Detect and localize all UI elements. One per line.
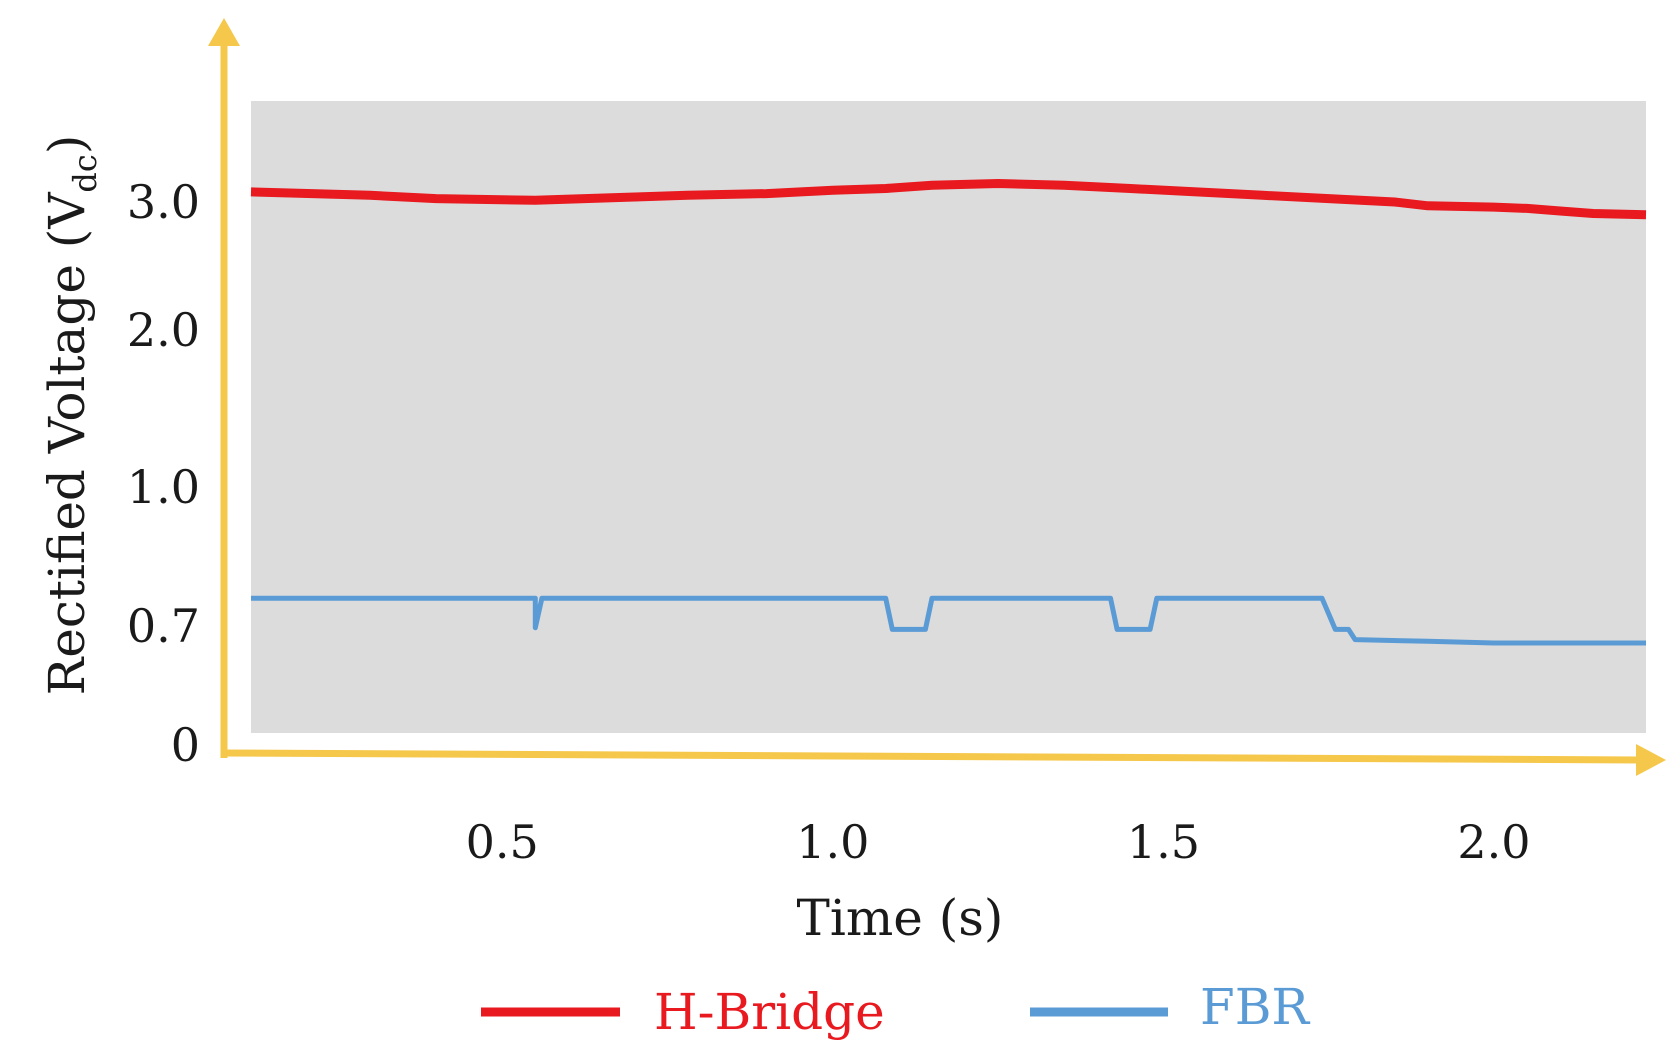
y-tick-label: 3.0 [127,175,200,229]
series-layer [250,179,1647,646]
x-axis-title: Time (s) [797,889,1004,947]
series-line-h-bridge [250,179,1647,220]
y-tick-label: 1.0 [127,460,200,514]
y-axis [208,18,240,758]
y-axis-title: Rectified Voltage (Vdc) [38,135,104,696]
y-axis-title-subscript: dc [66,154,104,192]
x-tick-label: 1.5 [1127,815,1200,869]
x-tick-label: 2.0 [1457,815,1530,869]
y-axis-title-main: Rectified Voltage (V [38,192,96,696]
legend: H-Bridge FBR [481,978,1310,1041]
y-tick-label: 0.7 [127,599,200,653]
legend-label-h-bridge: H-Bridge [654,983,885,1041]
x-tick-labels: 0.5 1.0 1.5 2.0 [466,815,1531,869]
x-axis-line [220,749,1641,764]
x-axis [220,744,1666,776]
y-tick-labels: 0 0.7 1.0 2.0 3.0 [127,175,200,772]
y-tick-label: 0 [171,718,200,772]
x-tick-label: 0.5 [466,815,539,869]
y-tick-label: 2.0 [127,303,200,357]
series-line-fbr [251,595,1646,646]
y-axis-title-close: ) [38,135,96,155]
x-axis-arrow [1636,744,1666,776]
x-tick-label: 1.0 [796,815,869,869]
y-axis-arrow [208,18,240,46]
legend-label-fbr: FBR [1200,978,1310,1036]
